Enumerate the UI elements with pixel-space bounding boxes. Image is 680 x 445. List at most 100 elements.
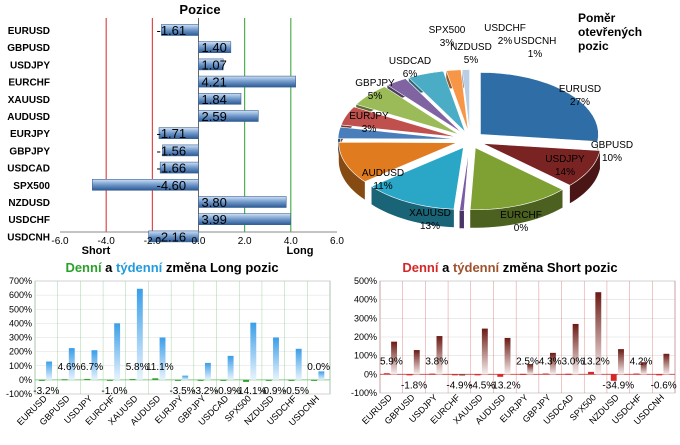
slice-label: EURCHF — [500, 210, 542, 221]
slice-percent: 5% — [368, 91, 383, 102]
value-label: 2.59 — [202, 109, 227, 124]
weekly-bar — [413, 350, 420, 375]
weekly-bar — [136, 288, 143, 380]
weekly-bar — [504, 337, 511, 375]
data-label: 11.1% — [146, 362, 174, 373]
daily-bar — [497, 374, 504, 377]
y-tick-label: 100% — [9, 361, 32, 371]
slice-percent: 11% — [373, 181, 392, 192]
y-tick-label: 300% — [9, 333, 32, 343]
position-bar — [158, 127, 199, 139]
daily-bar — [38, 379, 45, 381]
daily-bar — [175, 379, 181, 381]
daily-bar — [311, 379, 318, 381]
daily-bar — [451, 374, 458, 376]
pie-slice — [461, 69, 470, 132]
pie-slice — [480, 72, 599, 142]
value-label: 1.40 — [202, 40, 227, 55]
pie-title: pozic — [578, 39, 609, 53]
weekly-bar — [114, 323, 121, 380]
weekly-bar — [595, 292, 602, 375]
title-part: změna Long pozic — [162, 260, 278, 275]
pie-slice — [355, 86, 460, 135]
slice-percent: 3% — [362, 124, 377, 135]
weekly-bar — [481, 328, 488, 375]
y-tick-label: 200% — [9, 347, 32, 357]
category-label: EURJPY — [10, 129, 50, 140]
daily-bar — [588, 371, 594, 375]
weekly-bar — [204, 362, 211, 380]
long-change-chart: Denní a týdenní změna Long pozic 700% 600%… — [6, 260, 331, 428]
category-label: SPX500 — [13, 181, 50, 192]
y-tick-label: 700% — [9, 276, 32, 286]
slice-percent: 10% — [602, 153, 622, 164]
y-tick-label: -100% — [351, 388, 377, 398]
data-label: 0.0% — [307, 362, 330, 373]
x-tick-label: -4.0 — [98, 236, 116, 247]
data-label: -14.1% — [235, 386, 267, 397]
value-label: -2.16 — [157, 229, 187, 244]
category-label: XAUUSD — [8, 95, 50, 106]
slice-label: EURJPY — [349, 111, 389, 122]
pie-slice — [338, 141, 457, 182]
slice-percent: 14% — [555, 167, 575, 178]
y-tick-label: 400% — [354, 295, 377, 305]
position-bar — [159, 161, 199, 174]
x-tick-label: 4.0 — [284, 236, 298, 247]
chart-title: Denní a týdenní změna Long pozic — [65, 260, 278, 275]
daily-bar — [197, 379, 204, 381]
slice-label: EURUSD — [559, 84, 601, 95]
weekly-bar — [618, 349, 624, 375]
daily-bar — [265, 379, 272, 381]
slice-percent: 2% — [498, 36, 513, 47]
pie-slice — [337, 126, 457, 140]
position-bar — [198, 93, 242, 105]
slice-label: USDJPY — [545, 154, 585, 165]
x-tick-label: 6.0 — [330, 236, 344, 247]
weekly-bar — [91, 350, 98, 380]
weekly-bar — [663, 353, 670, 375]
short-label: Short — [82, 245, 111, 257]
slice-percent: 0% — [514, 223, 529, 234]
slice-percent: 27% — [570, 97, 590, 108]
pie-title: otevřených — [578, 25, 642, 39]
position-bar — [198, 75, 296, 88]
slice-label: USDCHF — [484, 23, 526, 34]
short-change-chart: Denní a týdenní změna Short pozic 500% 400… — [351, 260, 677, 427]
y-tick-label: 500% — [354, 276, 377, 286]
pie-slice — [469, 147, 564, 211]
slice-label: USDCNH — [514, 36, 557, 47]
pie-slice — [370, 146, 464, 210]
category-label: USDCNH — [7, 232, 50, 243]
data-label: -0.6% — [651, 380, 677, 391]
x-tick-label: 0.0 — [192, 236, 206, 247]
daily-bar — [520, 373, 526, 375]
y-tick-label: -100% — [6, 389, 32, 399]
pie-slice-side — [569, 150, 600, 204]
title-part: změna Short pozic — [499, 260, 617, 275]
y-tick-label: 0% — [19, 375, 32, 385]
slice-label: SPX500 — [429, 25, 466, 36]
data-label: -3.2% — [192, 386, 218, 397]
value-label: 4.21 — [202, 75, 227, 90]
daily-bar — [565, 373, 572, 375]
daily-bar — [129, 379, 136, 381]
data-label: -0.5% — [283, 386, 309, 397]
daily-bar — [429, 373, 436, 375]
weekly-bar — [459, 374, 466, 377]
data-label: -0.9% — [260, 386, 286, 397]
data-label: 5.9% — [380, 356, 403, 367]
position-bar — [162, 144, 199, 157]
pie-slice — [408, 70, 466, 133]
data-label: 4.6% — [58, 362, 81, 373]
y-tick-label: 0% — [364, 369, 377, 379]
y-tick-label: 500% — [9, 304, 32, 314]
value-label: 3.80 — [202, 195, 227, 210]
daily-bar — [656, 374, 663, 376]
pie-title: Poměr — [578, 11, 616, 25]
slice-percent: 3% — [440, 38, 455, 49]
category-label: GBPUSD — [7, 43, 50, 54]
value-label: -1.61 — [157, 23, 187, 38]
weekly-bar — [318, 371, 325, 380]
slice-label: GBPUSD — [591, 140, 633, 151]
